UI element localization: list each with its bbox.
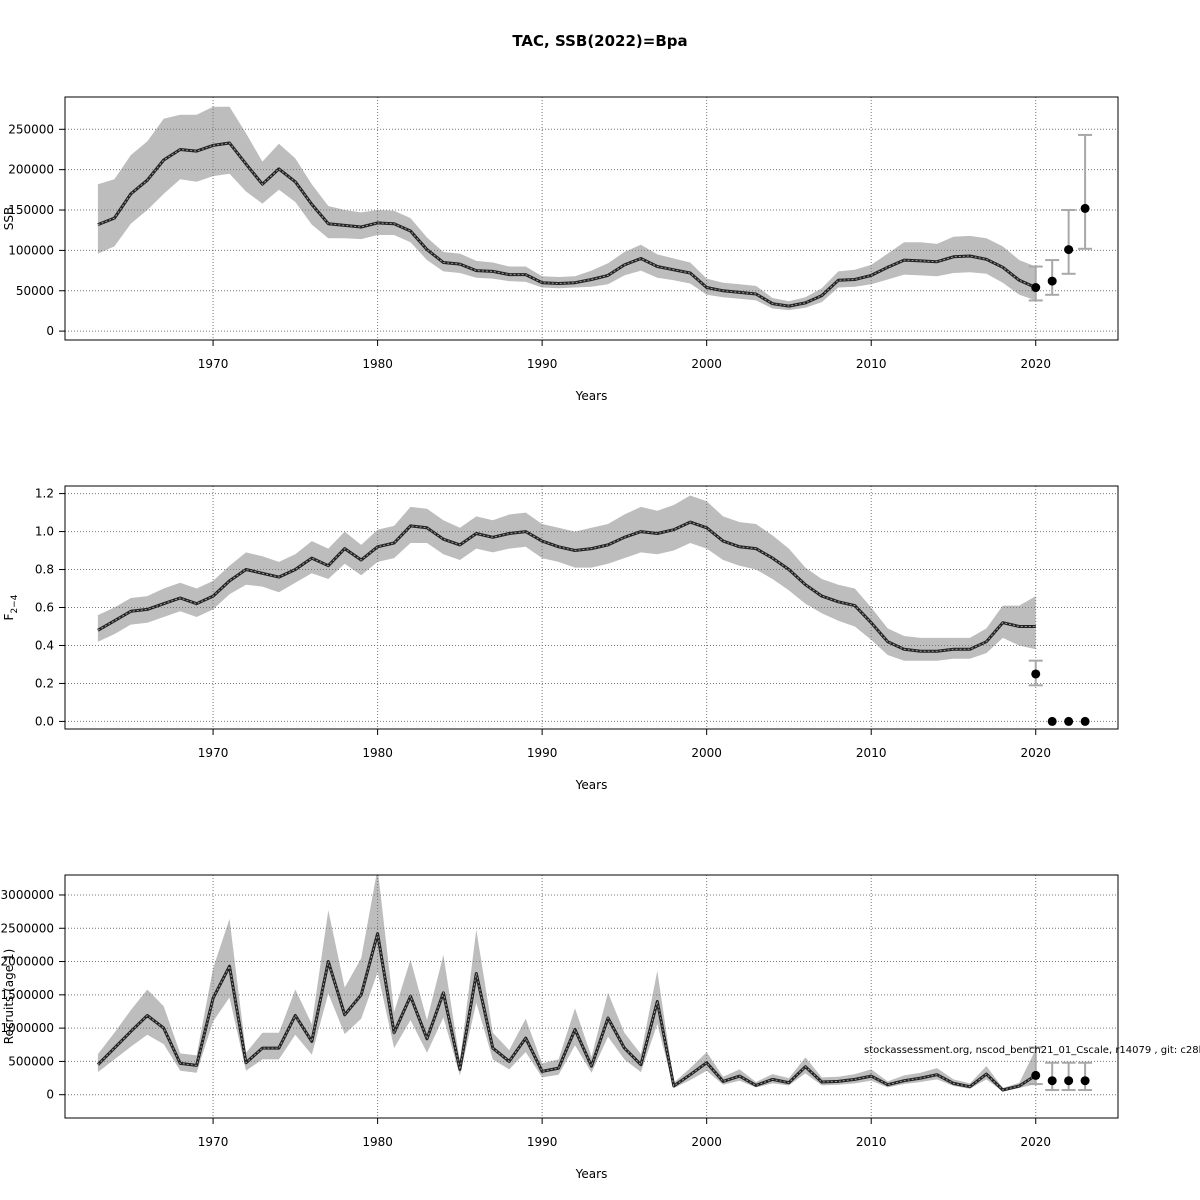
forecast-point <box>1047 716 1057 726</box>
y-tick-label: 0 <box>46 1088 54 1102</box>
x-axis-label: Years <box>575 778 608 792</box>
y-tick-label: 0.0 <box>35 714 54 728</box>
y-tick-label: 0.8 <box>35 563 54 577</box>
forecast-point <box>1031 669 1041 679</box>
x-tick-label: 1990 <box>527 1135 558 1149</box>
x-tick-label: 1990 <box>527 357 558 371</box>
forecast-point <box>1047 1076 1057 1086</box>
recruits-panel: 1970 1980 1990 2000 2010 2020 0 500000 1000000 15… <box>1 874 1119 1181</box>
plot-frame <box>64 485 1119 730</box>
y-tick-label: 1.2 <box>35 487 54 501</box>
x-tick-label: 2020 <box>1020 357 1051 371</box>
x-tick-label: 1990 <box>527 746 558 760</box>
x-tick-label: 2020 <box>1020 746 1051 760</box>
y-axis-label: F2−4 <box>2 594 20 620</box>
y-tick-label: 500000 <box>8 1054 54 1068</box>
ssb-panel: 1970 1980 1990 2000 2010 2020 0 50000 100000 1500… <box>2 96 1119 403</box>
estimate-line-inner <box>97 142 1036 307</box>
x-tick-label: 2000 <box>691 357 722 371</box>
y-tick-label: 200000 <box>8 163 54 177</box>
y-tick-label: 100000 <box>8 243 54 257</box>
confidence-band <box>97 495 1036 661</box>
x-tick-label: 1980 <box>362 746 393 760</box>
forecast-point <box>1031 1070 1041 1080</box>
y-tick-label: 2000000 <box>1 955 54 969</box>
estimate-line-inner <box>97 933 1036 1091</box>
x-tick-label: 1970 <box>198 1135 229 1149</box>
confidence-band <box>97 106 1036 311</box>
plot-frame <box>64 96 1119 341</box>
x-tick-label: 2010 <box>856 1135 887 1149</box>
forecast-point <box>1064 1076 1074 1086</box>
y-tick-label: 0.6 <box>35 601 54 615</box>
estimate-line-inner <box>97 521 1036 652</box>
fishing-mortality-panel: 1970 1980 1990 2000 2010 2020 0.0 0.2 0.4 0.6 0.8 1… <box>2 485 1119 792</box>
y-tick-label: 2500000 <box>1 921 54 935</box>
x-tick-label: 1980 <box>362 357 393 371</box>
x-tick-label: 1980 <box>362 1135 393 1149</box>
y-tick-label: 0 <box>46 324 54 338</box>
grid <box>65 486 1118 729</box>
footnote: stockassessment.org, nscod_bench21_01_Cs… <box>864 1045 1200 1056</box>
plot-frame <box>64 874 1119 1119</box>
forecast-point <box>1064 245 1074 255</box>
y-tick-label: 1.0 <box>35 525 54 539</box>
x-tick-label: 2020 <box>1020 1135 1051 1149</box>
forecast-point <box>1080 716 1090 726</box>
estimate-line <box>96 932 1037 1092</box>
forecast-point <box>1080 203 1090 213</box>
y-tick-label: 250000 <box>8 122 54 136</box>
y-axis-label: SSB <box>2 207 16 230</box>
y-tick-label: 0.4 <box>35 638 54 652</box>
forecast-point <box>1064 716 1074 726</box>
x-axis-label: Years <box>575 1167 608 1181</box>
x-tick-label: 2000 <box>691 1135 722 1149</box>
forecast-point <box>1047 276 1057 286</box>
y-axis-label: Recruits (age 1) <box>2 949 16 1045</box>
forecast-point <box>1080 1076 1090 1086</box>
y-tick-label: 1000000 <box>1 1021 54 1035</box>
y-tick-label: 1500000 <box>1 988 54 1002</box>
x-tick-label: 2010 <box>856 746 887 760</box>
x-axis-label: Years <box>575 389 608 403</box>
forecast-point <box>1031 283 1041 293</box>
x-tick-label: 2010 <box>856 357 887 371</box>
chart-title: TAC, SSB(2022)=Bpa <box>512 32 688 50</box>
y-tick-label: 0.2 <box>35 676 54 690</box>
y-tick-label: 3000000 <box>1 888 54 902</box>
confidence-band <box>97 875 1036 1092</box>
y-tick-label: 50000 <box>16 284 54 298</box>
x-tick-label: 2000 <box>691 746 722 760</box>
y-tick-label: 150000 <box>8 203 54 217</box>
x-tick-label: 1970 <box>198 357 229 371</box>
x-tick-label: 1970 <box>198 746 229 760</box>
